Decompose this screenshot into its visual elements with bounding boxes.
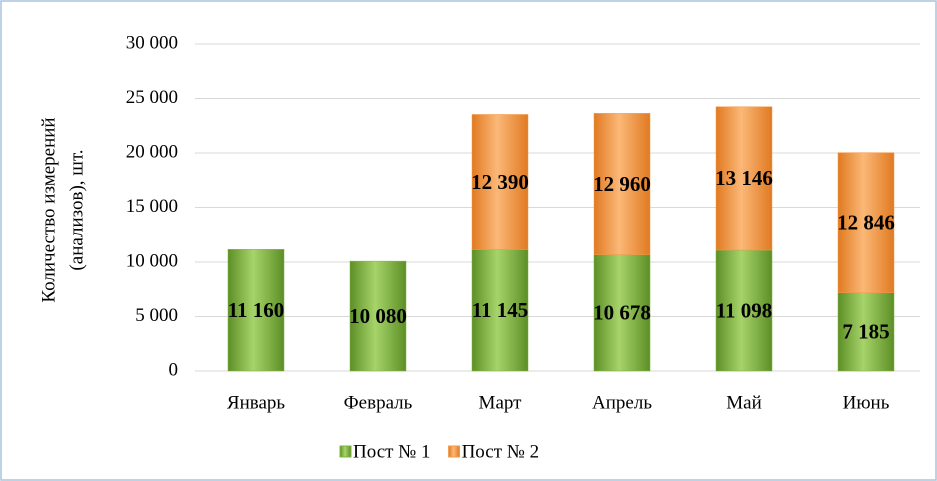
y-tick-label: 25 000 bbox=[126, 87, 178, 108]
y-axis-label: (анализов), шт. bbox=[66, 149, 87, 270]
value-label: 10 080 bbox=[349, 304, 407, 328]
value-label: 10 678 bbox=[593, 301, 651, 325]
x-tick-label: Март bbox=[479, 392, 523, 413]
legend-swatch bbox=[448, 445, 461, 458]
value-label: 13 146 bbox=[715, 166, 773, 190]
bar bbox=[715, 249, 773, 372]
bar bbox=[227, 249, 285, 372]
y-tick-label: 5 000 bbox=[135, 305, 178, 326]
value-label: 12 390 bbox=[471, 170, 529, 194]
y-axis-label: Количество измерений bbox=[38, 117, 59, 302]
bar bbox=[715, 106, 773, 251]
x-tick-label: Февраль bbox=[344, 392, 413, 413]
legend-label: Пост № 1 bbox=[353, 441, 431, 462]
bar bbox=[837, 292, 895, 372]
y-tick-label: 20 000 bbox=[126, 141, 178, 162]
value-label: 12 846 bbox=[837, 210, 895, 234]
x-tick-label: Июнь bbox=[843, 392, 890, 413]
value-label: 7 185 bbox=[842, 320, 889, 344]
x-tick-label: Январь bbox=[227, 392, 285, 413]
bar bbox=[349, 260, 407, 372]
value-label: 12 960 bbox=[593, 172, 651, 196]
x-tick-label: Май bbox=[726, 392, 762, 413]
y-tick-label: 0 bbox=[169, 359, 179, 380]
bar bbox=[837, 152, 895, 293]
bar bbox=[593, 113, 651, 255]
bar bbox=[471, 249, 529, 372]
x-tick-label: Апрель bbox=[592, 392, 652, 413]
y-tick-label: 10 000 bbox=[126, 250, 178, 271]
y-tick-label: 15 000 bbox=[126, 196, 178, 217]
value-label: 11 098 bbox=[716, 298, 773, 322]
bar bbox=[593, 254, 651, 372]
value-label: 11 160 bbox=[228, 298, 285, 322]
value-label: 11 145 bbox=[472, 298, 529, 322]
legend-swatch bbox=[339, 445, 352, 458]
y-tick-label: 30 000 bbox=[126, 32, 178, 53]
bar bbox=[471, 114, 529, 250]
legend-label: Пост № 2 bbox=[462, 441, 540, 462]
